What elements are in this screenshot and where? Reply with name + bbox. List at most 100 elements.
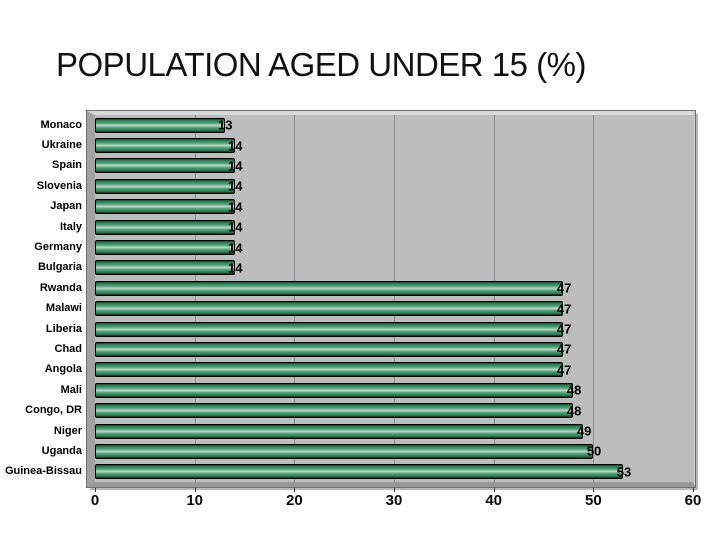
bar-track: 14 [95, 260, 693, 276]
page-title: POPULATION AGED UNDER 15 (%) [56, 46, 587, 83]
value-label: 50 [586, 443, 602, 459]
x-axis-label: 50 [584, 492, 602, 509]
bar-row: Congo, DR 48 [0, 400, 693, 420]
category-label: Monaco [40, 118, 82, 131]
category-label: Angola [44, 363, 82, 376]
value-label: 13 [218, 117, 233, 133]
bar [95, 321, 564, 337]
bar-row: Slovenia 14 [0, 176, 693, 196]
bar-track: 53 [95, 464, 693, 480]
x-axis: 0 10 20 30 40 50 60 [91, 488, 701, 514]
bar-row: Rwanda 47 [0, 278, 693, 298]
gridline [294, 115, 296, 482]
bar-row: Bulgaria 14 [0, 258, 693, 278]
bar-track: 14 [95, 178, 693, 194]
bar-track: 13 [95, 117, 693, 133]
category-label: Liberia [45, 322, 82, 335]
category-label: Japan [50, 200, 82, 213]
category-label: Slovenia [36, 179, 82, 192]
bar [95, 199, 235, 215]
category-label: Niger [53, 424, 82, 437]
value-label: 47 [556, 321, 572, 337]
value-label: 48 [566, 403, 582, 419]
x-axis-label: 10 [186, 492, 203, 509]
value-label: 47 [556, 341, 572, 357]
bar-row: Niger 49 [0, 421, 693, 441]
bar [95, 158, 235, 174]
category-label: Malawi [45, 302, 82, 315]
category-label: Bulgaria [37, 261, 82, 274]
bar-track: 50 [95, 443, 693, 459]
category-label: Uganda [41, 444, 82, 457]
value-label: 53 [616, 464, 632, 480]
x-axis-label: 0 [90, 492, 100, 509]
bar-row: Italy 14 [0, 217, 693, 237]
bar-row: Liberia 47 [0, 319, 693, 339]
gridline [593, 115, 595, 482]
x-axis-label: 40 [485, 492, 502, 509]
bar [95, 280, 564, 296]
bar [95, 423, 584, 439]
bar-track: 47 [95, 362, 693, 378]
bar-row: Chad 47 [0, 339, 693, 359]
bar-row: Mali 48 [0, 380, 693, 400]
bar-row: Monaco 13 [0, 115, 693, 135]
category-label: Congo, DR [25, 404, 82, 417]
value-label: 49 [576, 423, 592, 439]
bar [95, 219, 235, 235]
bar [95, 443, 594, 459]
bar-track: 47 [95, 321, 693, 337]
bar-track: 49 [95, 423, 693, 439]
bar-track: 47 [95, 301, 693, 317]
value-label: 14 [228, 138, 243, 154]
bar [95, 240, 235, 256]
bar-row: Ukraine 14 [0, 135, 693, 155]
gridline [394, 115, 395, 482]
category-label: Germany [34, 241, 82, 254]
value-label: 47 [556, 301, 572, 317]
value-label: 14 [228, 199, 243, 215]
bar-track: 48 [95, 403, 693, 419]
category-label: Italy [59, 220, 82, 233]
tick-mark [95, 488, 96, 492]
x-axis-label: 60 [684, 492, 702, 509]
tick-mark [693, 488, 694, 492]
bar [95, 362, 564, 378]
bar-row: Germany 14 [0, 237, 693, 257]
category-label: Ukraine [41, 139, 82, 152]
category-label: Mali [60, 383, 82, 396]
gridline [194, 115, 196, 482]
category-label: Guinea-Bissau [4, 465, 82, 478]
bar [95, 138, 235, 154]
bar-track: 14 [95, 240, 693, 256]
bar-track: 14 [95, 199, 693, 215]
bar-track: 47 [95, 341, 693, 357]
tick-mark [194, 488, 196, 492]
value-label: 47 [556, 280, 572, 296]
bar-row: Malawi 47 [0, 299, 693, 319]
bar-row: Spain 14 [0, 156, 693, 176]
bar-track: 47 [95, 280, 693, 296]
bar [95, 403, 574, 419]
bar-rows: Monaco 13 Ukraine 14 Spain 14 Slovenia 14 Japan 1… [0, 115, 693, 482]
bar [95, 178, 235, 194]
bar [95, 301, 564, 317]
bar [95, 382, 574, 398]
tick-mark [593, 488, 595, 492]
bar-track: 14 [95, 138, 693, 154]
bar-row: Guinea-Bissau 53 [0, 462, 693, 482]
bar [95, 260, 235, 276]
value-label: 48 [566, 382, 582, 398]
bar-row: Angola 47 [0, 360, 693, 380]
category-label: Chad [54, 342, 83, 355]
bar-track: 14 [95, 158, 693, 174]
value-label: 14 [228, 260, 243, 276]
tick-mark [294, 488, 296, 492]
bar [95, 341, 564, 357]
bar-track: 48 [95, 382, 693, 398]
bar-row: Japan 14 [0, 197, 693, 217]
value-label: 14 [228, 178, 243, 194]
value-label: 14 [228, 240, 243, 256]
bar-row: Uganda 50 [0, 441, 693, 461]
